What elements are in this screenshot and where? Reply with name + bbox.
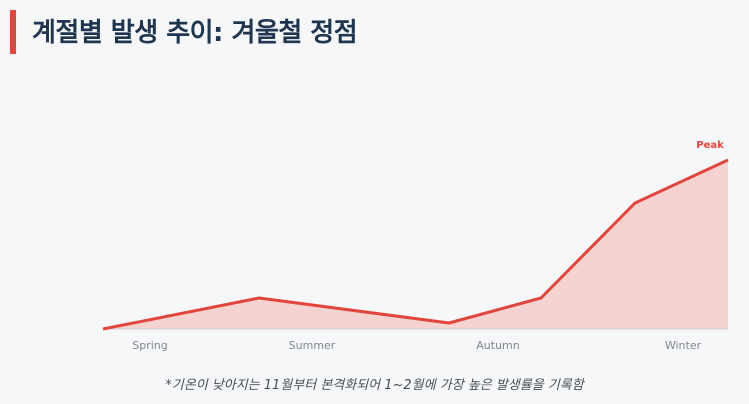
series-line xyxy=(102,158,729,331)
x-tick-label: Winter xyxy=(665,339,702,352)
page-title: 계절별 발생 추이: 겨울철 정점 xyxy=(32,18,358,48)
x-tick-label: Summer xyxy=(289,339,336,352)
title-accent-bar xyxy=(10,10,16,54)
footnote: *기온이 낮아지는 11월부터 본격화되어 1~2월에 가장 높은 발생률을 기… xyxy=(165,378,584,393)
x-tick-label: Autumn xyxy=(476,339,519,352)
area-fill xyxy=(103,160,728,329)
peak-annotation: Peak xyxy=(696,140,724,151)
x-tick-label: Spring xyxy=(132,339,168,352)
